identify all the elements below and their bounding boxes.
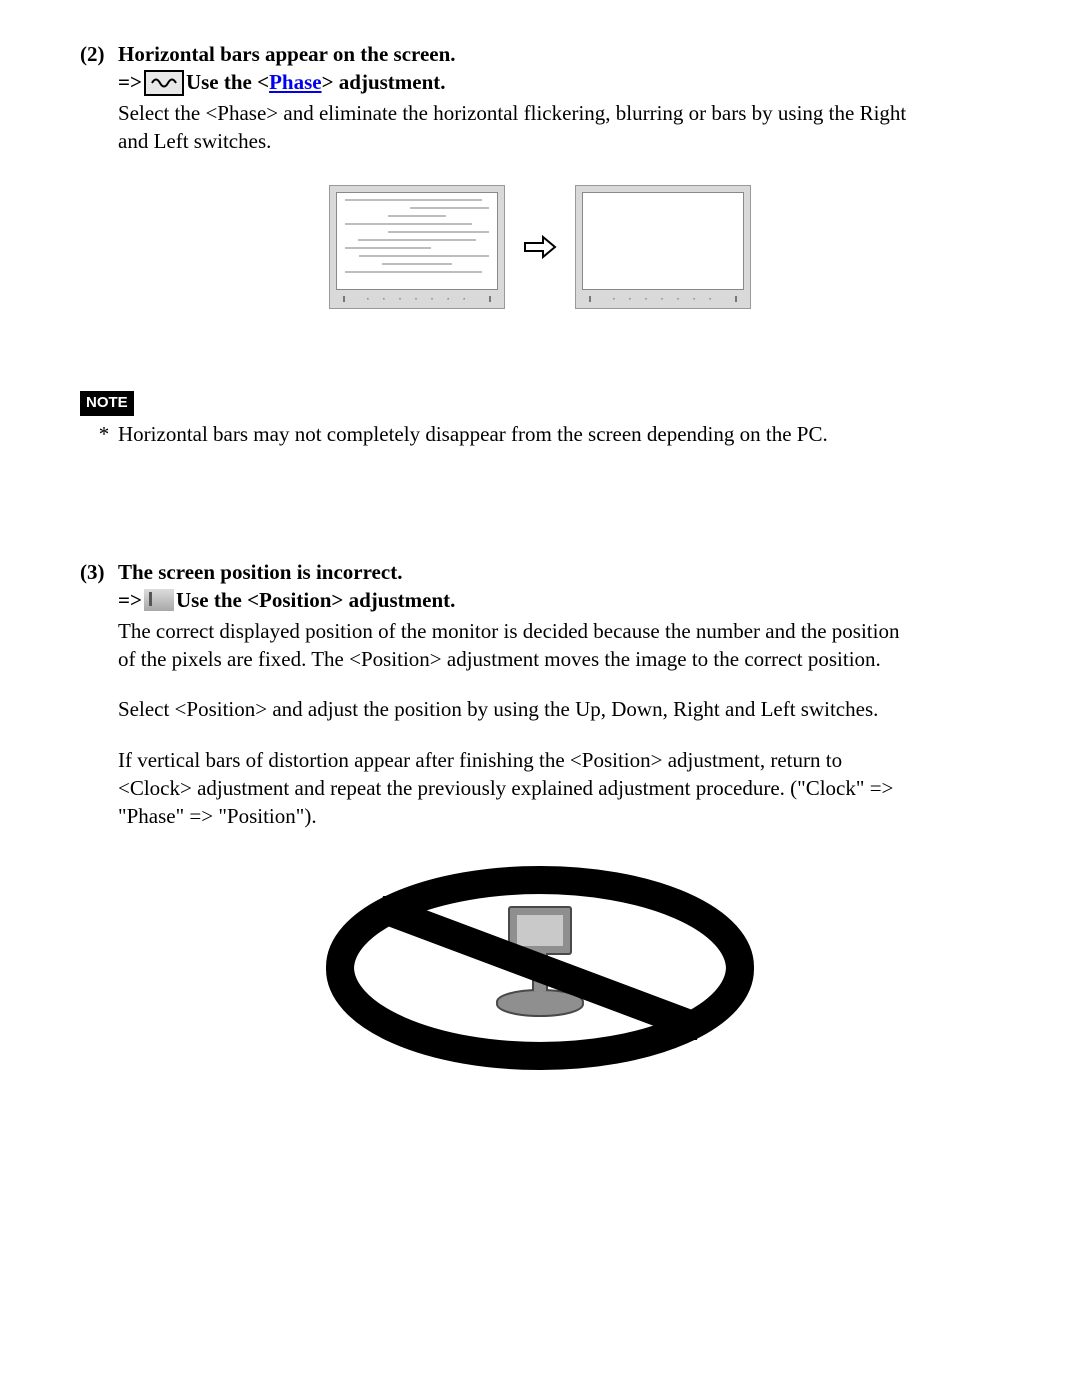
section3-body1: The correct displayed position of the mo…: [118, 617, 908, 674]
horizontal-bar: [388, 215, 446, 217]
section2-number: (2): [80, 40, 118, 68]
section3-body2: Select <Position> and adjust the positio…: [118, 695, 908, 723]
prohibit-monitor-icon: [320, 853, 760, 1083]
horizontal-bar: [345, 223, 472, 225]
section3-number: (3): [80, 558, 118, 586]
note-badge: NOTE: [80, 391, 134, 415]
monitor-before: · · · · · · ·: [329, 185, 505, 309]
horizontal-bar: [358, 239, 476, 241]
section3-instr: Use the <Position> adjustment.: [176, 586, 455, 614]
horizontal-bar: [345, 247, 431, 249]
section2-instr-after: > adjustment.: [322, 68, 446, 96]
horizontal-bar: [345, 271, 482, 273]
note-text: Horizontal bars may not completely disap…: [118, 420, 828, 448]
phase-figure: · · · · · · · · · · · · · ·: [80, 185, 1000, 309]
note-bullet: *: [90, 420, 118, 448]
phase-icon: [144, 70, 184, 96]
position-icon: [144, 589, 174, 611]
horizontal-bar: [359, 255, 489, 257]
section2-body: Select the <Phase> and eliminate the hor…: [118, 99, 908, 156]
monitor-after: · · · · · · ·: [575, 185, 751, 309]
horizontal-bar: [410, 207, 489, 209]
section3-title: The screen position is incorrect.: [118, 558, 1000, 586]
section2-instr-before: Use the <: [186, 68, 269, 96]
section3-body3: If vertical bars of distortion appear af…: [118, 746, 908, 831]
section2-arrow: =>: [118, 68, 142, 96]
horizontal-bar: [345, 199, 482, 201]
section2-title: Horizontal bars appear on the screen.: [118, 40, 1000, 68]
arrow-right-icon: [523, 235, 557, 259]
horizontal-bar: [388, 231, 489, 233]
section3-arrow: =>: [118, 586, 142, 614]
horizontal-bar: [382, 263, 451, 265]
phase-link[interactable]: Phase: [269, 68, 322, 96]
